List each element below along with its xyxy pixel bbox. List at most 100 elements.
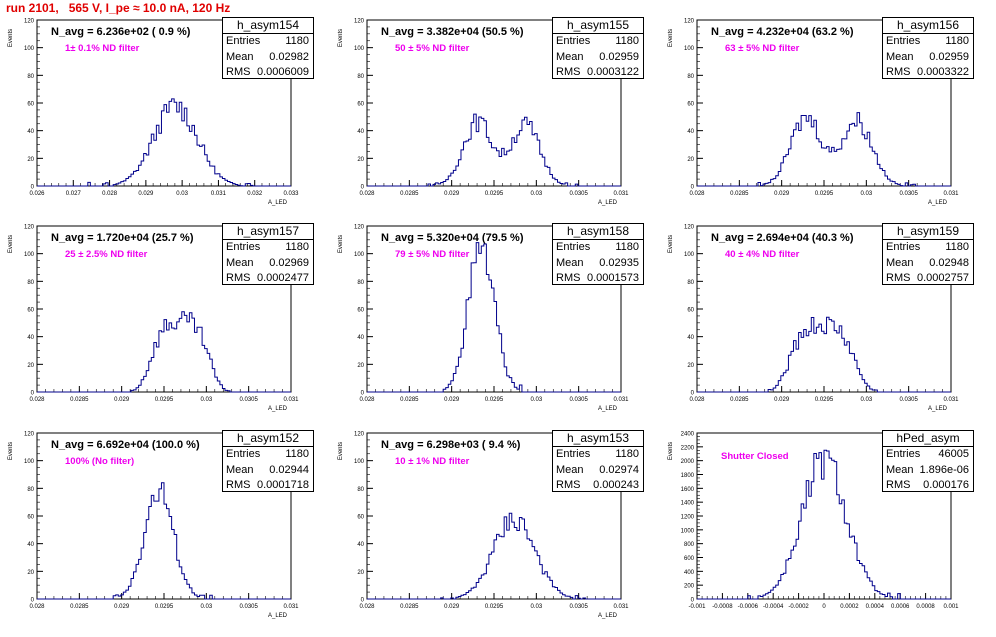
y-tick-label: 80 [27, 74, 34, 80]
y-tick-label: 0 [31, 185, 35, 191]
y-axis-title: Events [8, 442, 14, 460]
histogram-plot: 0 20 40 60 80 100 120 0.026 0.027 0.028 0.029 0.03 0… [8, 19, 299, 207]
x-tick-label: 0.031 [211, 191, 227, 197]
y-tick-label: 120 [684, 19, 695, 25]
y-tick-label: 1600 [681, 487, 695, 493]
y-tick-label: 1000 [681, 528, 695, 534]
x-tick-label: 0.0305 [899, 191, 918, 197]
stat-label: Entries [886, 35, 921, 47]
y-tick-label: 100 [24, 459, 35, 465]
stat-label: Mean [226, 463, 254, 476]
stat-row-mean: Mean 0.02935 [553, 256, 643, 272]
histogram-panel-h_asym154: 0 20 40 60 80 100 120 0.026 0.027 0.028 0.029 0.03 0… [0, 17, 332, 224]
x-tick-label: 0.031 [613, 397, 629, 403]
y-axis-title: Events [8, 29, 14, 47]
stat-value: 0.0003322 [917, 66, 969, 78]
histogram-name: h_asym153 [553, 431, 643, 447]
stat-label: RMS [226, 66, 251, 78]
x-tick-label: 0.029 [774, 397, 790, 403]
stat-row-entries: Entries 1180 [883, 34, 973, 50]
y-tick-label: 40 [27, 335, 34, 341]
stat-value: 1.896e-06 [919, 463, 969, 476]
stat-row-entries: Entries 1180 [553, 240, 643, 256]
filter-note: 63 ± 5% ND filter [725, 43, 800, 54]
x-tick-label: -0.0006 [738, 604, 759, 610]
y-tick-label: 80 [27, 280, 34, 286]
x-tick-label: 0.0295 [815, 191, 834, 197]
y-tick-label: 120 [354, 432, 365, 438]
n-avg-label: N_avg = 6.692e+04 (100.0 %) [51, 439, 200, 451]
stat-value: 0.0002477 [257, 272, 309, 284]
x-tick-label: 0.031 [613, 191, 629, 197]
x-tick-label: 0.03 [530, 397, 542, 403]
y-tick-label: 20 [27, 363, 34, 369]
histogram-line [37, 311, 291, 393]
x-tick-label: 0.028 [689, 397, 705, 403]
x-tick-label: 0.0285 [730, 191, 749, 197]
y-tick-label: 100 [354, 252, 365, 258]
y-axis-title: Events [668, 442, 674, 460]
stat-label: Mean [886, 256, 914, 269]
y-tick-label: 60 [27, 102, 34, 108]
y-tick-label: 2200 [681, 445, 695, 451]
x-tick-label: 0.029 [444, 397, 460, 403]
histogram-name: h_asym154 [223, 18, 313, 34]
x-tick-label: 0.0305 [239, 604, 258, 610]
histogram-name: hPed_asym [883, 431, 973, 447]
y-tick-label: 100 [354, 459, 365, 465]
x-tick-label: 0.0008 [916, 604, 935, 610]
x-tick-label: 0.029 [114, 604, 130, 610]
histogram-plot: 0 20 40 60 80 100 120 0.028 0.0285 0.029 0.0295 0.0… [338, 19, 629, 207]
stat-row-mean: Mean 0.02948 [883, 256, 973, 272]
x-tick-label: 0.0285 [400, 604, 419, 610]
y-tick-label: 60 [357, 308, 364, 314]
x-tick-label: 0.028 [29, 604, 45, 610]
stat-value: 0.0003122 [587, 66, 639, 78]
x-tick-label: 0.029 [138, 191, 154, 197]
x-axis-title: A_LED [268, 613, 288, 619]
y-tick-label: 1400 [681, 501, 695, 507]
y-tick-label: 20 [357, 570, 364, 576]
filter-note: 79 ± 5% ND filter [395, 249, 470, 260]
histogram-line [367, 242, 621, 393]
y-tick-label: 40 [687, 129, 694, 135]
x-tick-label: 0.03 [200, 397, 212, 403]
filter-note: 10 ± 1% ND filter [395, 456, 470, 467]
y-tick-label: 1800 [681, 473, 695, 479]
y-tick-label: 60 [357, 102, 364, 108]
y-tick-label: 40 [27, 129, 34, 135]
x-tick-label: 0.0305 [569, 604, 588, 610]
n-avg-label: N_avg = 4.232e+04 (63.2 %) [711, 26, 854, 38]
stat-value: 0.02974 [599, 463, 639, 476]
stat-value: 0.02959 [929, 50, 969, 63]
histogram-panel-h_asym158: 0 20 40 60 80 100 120 0.028 0.0285 0.029 0.0295 0.0… [330, 223, 662, 430]
histogram-name: h_asym157 [223, 224, 313, 240]
x-tick-label: 0.026 [29, 191, 45, 197]
y-tick-label: 100 [684, 252, 695, 258]
x-axis-title: A_LED [928, 200, 948, 206]
stat-value: 0.02982 [269, 50, 309, 63]
x-tick-label: 0.0285 [400, 191, 419, 197]
stat-value: 0.02959 [599, 50, 639, 63]
filter-note: 50 ± 5% ND filter [395, 43, 470, 54]
histogram-panel-hPed_asym: 0 200 400 600 800 1000 1200 1400 1600 1800 2000 220… [660, 430, 992, 637]
y-tick-label: 120 [24, 225, 35, 231]
stats-box: h_asym153 Entries 1180 Mean 0.02974 RMS 0.0002… [552, 430, 644, 492]
stats-box: h_asym159 Entries 1180 Mean 0.02948 RMS 0.0002… [882, 223, 974, 285]
histogram-name: h_asym155 [553, 18, 643, 34]
x-tick-label: 0.032 [247, 191, 263, 197]
x-tick-label: 0.0305 [569, 191, 588, 197]
y-tick-label: 80 [687, 74, 694, 80]
histogram-plot: 0 20 40 60 80 100 120 0.028 0.0285 0.029 0.0295 0.0… [338, 225, 629, 413]
x-tick-label: 0.031 [283, 397, 299, 403]
histogram-line [367, 512, 621, 600]
stat-value: 1180 [615, 35, 639, 47]
stat-value: 0.000176 [923, 479, 969, 491]
x-tick-label: 0.0285 [70, 397, 89, 403]
stats-box: h_asym156 Entries 1180 Mean 0.02959 RMS 0.0003… [882, 17, 974, 79]
y-tick-label: 100 [684, 46, 695, 52]
x-tick-label: 0.029 [114, 397, 130, 403]
stat-row-mean: Mean 0.02959 [553, 50, 643, 66]
histogram-line [697, 112, 951, 187]
stat-row-rms: RMS 0.000243 [553, 478, 643, 494]
